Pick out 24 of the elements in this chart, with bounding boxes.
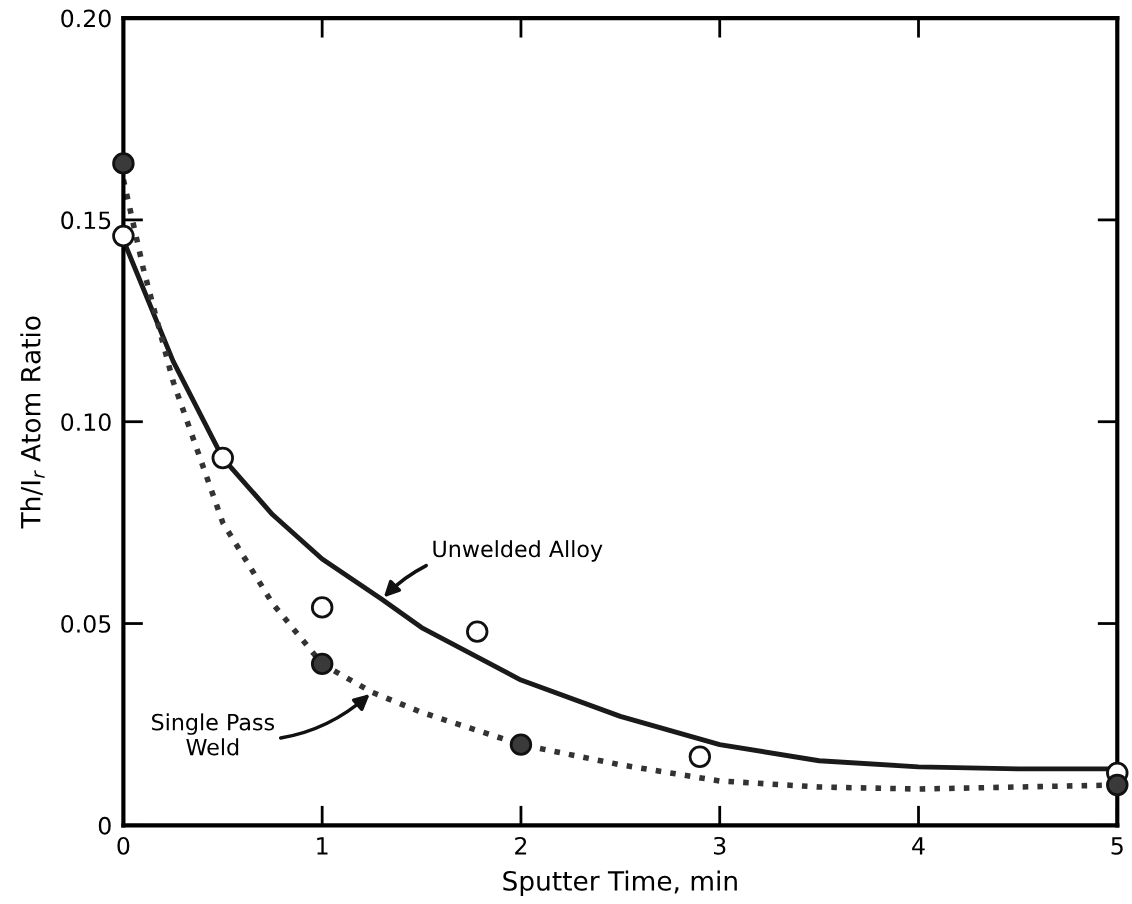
x-tick-label: 4 bbox=[912, 837, 925, 855]
point bbox=[211, 446, 234, 470]
point bbox=[466, 620, 489, 643]
annotation: Single Pass Weld bbox=[152, 713, 275, 756]
y-tick-label: 0.15 bbox=[61, 211, 111, 230]
y-axis-title: Th/I$_{r}$ Atom Ratio bbox=[20, 316, 45, 529]
x-axis-title: Sputter Time, min bbox=[503, 870, 737, 896]
y-tick-label: 0.20 bbox=[61, 9, 111, 28]
point bbox=[310, 596, 334, 619]
y-tick-label: 0 bbox=[98, 816, 111, 835]
x-tick-label: 3 bbox=[714, 836, 726, 855]
x-tick-label: 1 bbox=[317, 837, 328, 855]
annotation: Unwelded Alloy bbox=[433, 540, 603, 562]
point bbox=[1106, 773, 1129, 797]
y-tick-label: 0.05 bbox=[61, 614, 111, 633]
x-tick-label: 2 bbox=[515, 836, 527, 855]
point bbox=[112, 224, 135, 248]
x-tick-label: 5 bbox=[1111, 837, 1123, 855]
point bbox=[509, 733, 533, 756]
point bbox=[310, 652, 334, 676]
point bbox=[112, 152, 135, 175]
x-tick-label: 0 bbox=[117, 836, 130, 855]
y-tick-label: 0.10 bbox=[61, 413, 111, 432]
point bbox=[688, 745, 712, 768]
